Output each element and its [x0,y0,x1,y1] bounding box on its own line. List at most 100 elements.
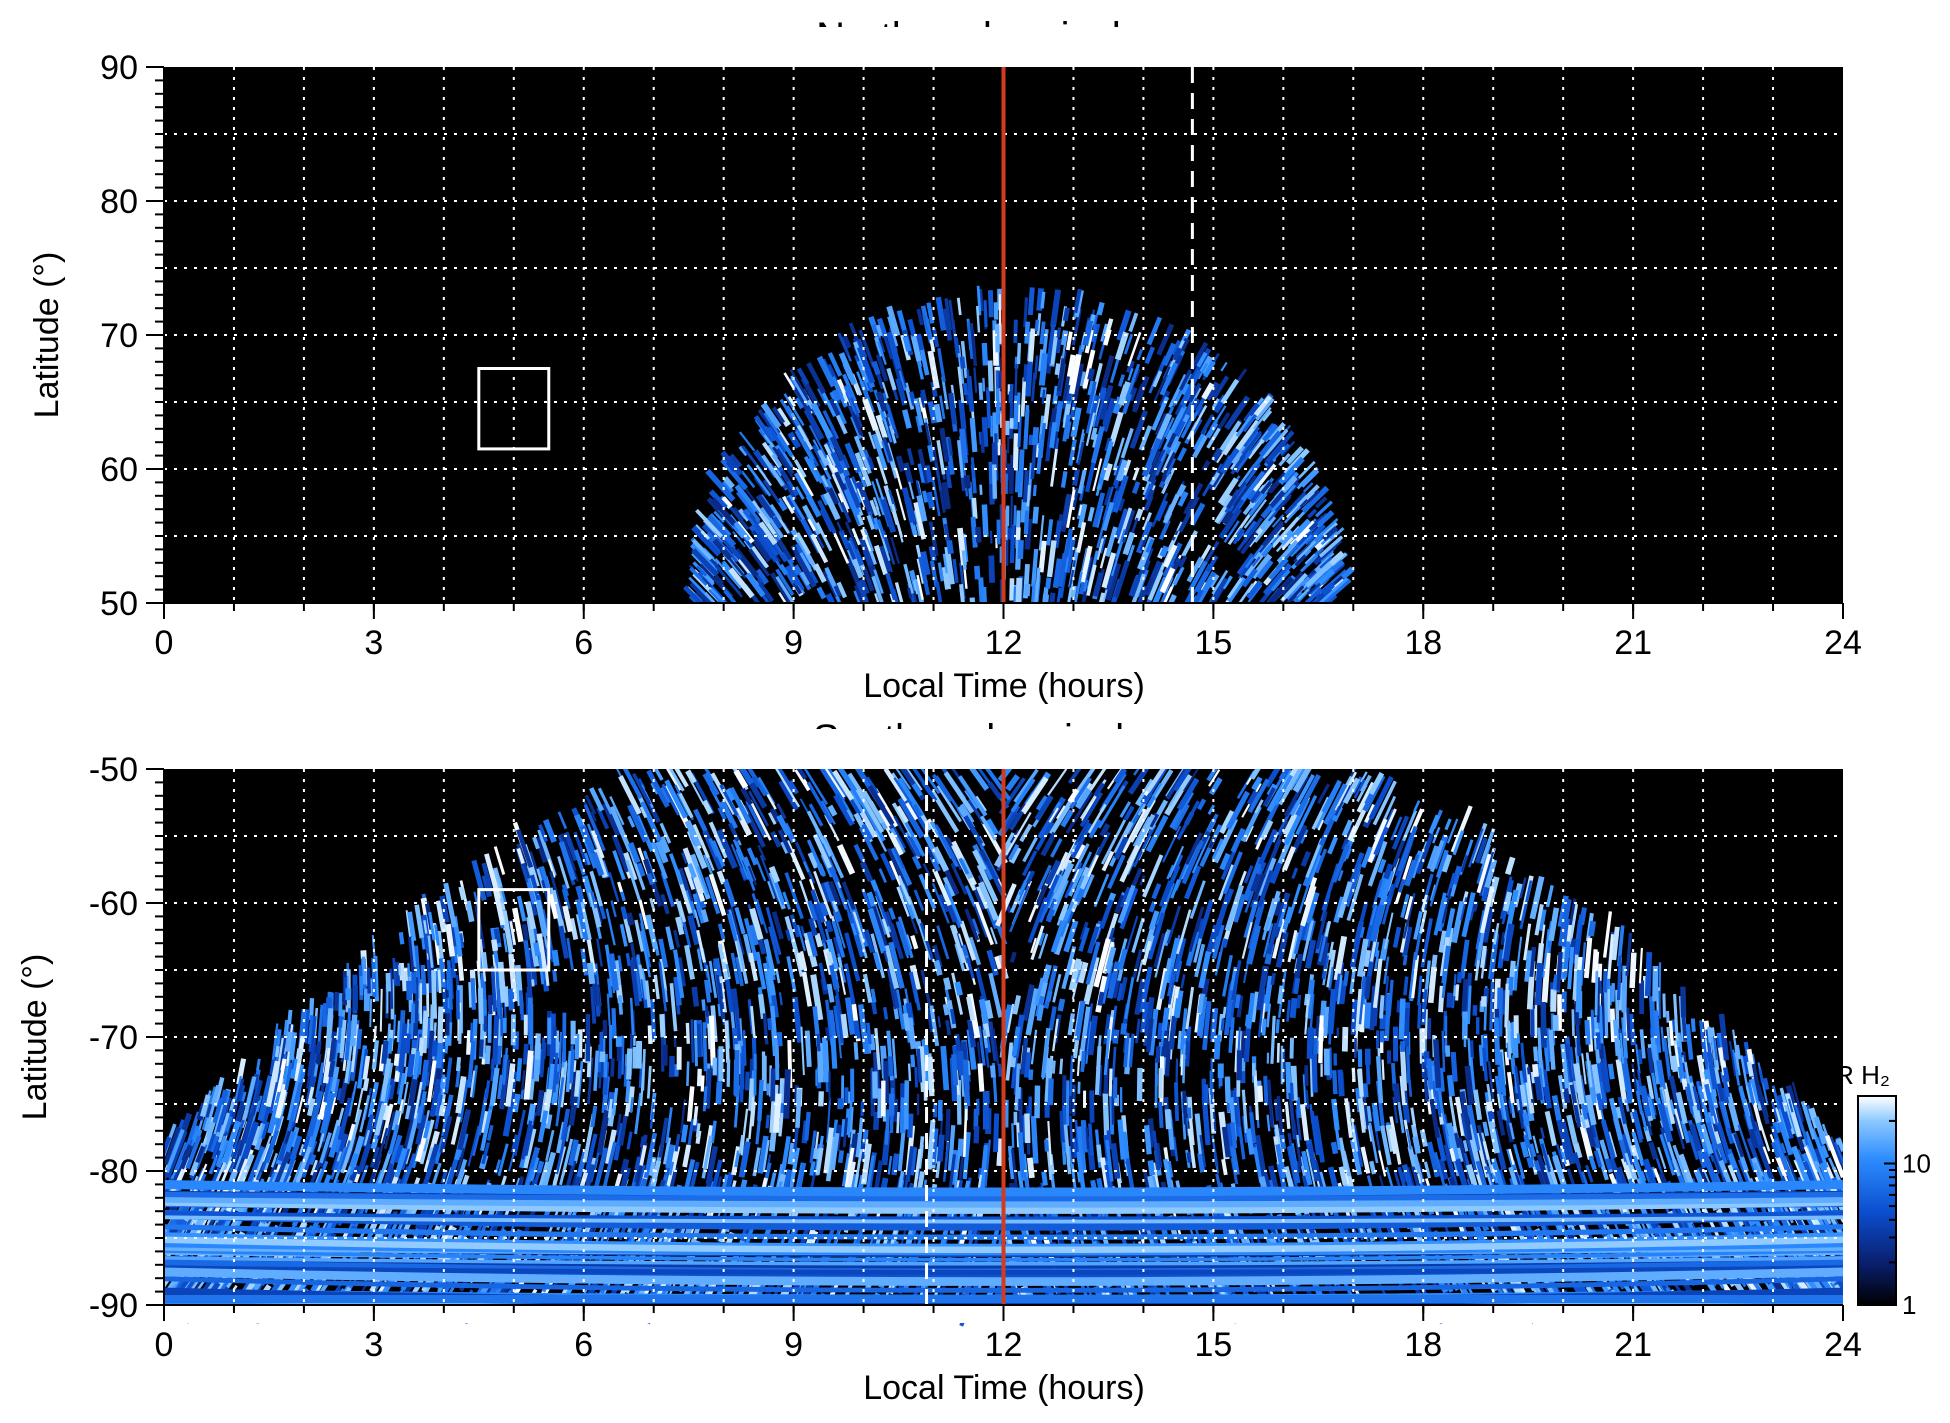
emission-streak [1129,409,1148,450]
emission-streak [1480,945,1487,969]
emission-streak [890,537,901,565]
emission-streak [907,1063,912,1082]
emission-streak [1686,1130,1699,1160]
emission-streak [1281,571,1304,596]
emission-streak [705,468,736,502]
emission-streak [1383,912,1394,950]
emission-streak [773,1093,782,1133]
emission-streak [762,479,781,504]
emission-streak [437,969,442,994]
emission-streak [1024,518,1033,550]
emission-streak [816,586,827,600]
emission-streak [1209,471,1220,486]
emission-streak [323,1075,333,1103]
emission-streak [832,389,842,402]
emission-streak [1478,1044,1486,1066]
emission-streak [860,1143,872,1185]
emission-streak [1438,930,1448,953]
emission-streak [787,395,796,407]
emission-streak [802,504,822,536]
emission-streak [1748,1078,1760,1105]
emission-streak [848,536,865,566]
emission-streak [758,521,778,546]
emission-streak [730,952,740,985]
emission-streak [1011,1123,1015,1148]
emission-streak [1197,1153,1206,1173]
emission-streak [869,1034,876,1051]
emission-streak [1659,1133,1676,1176]
emission-streak [1461,978,1468,1017]
emission-streak [940,1045,950,1091]
emission-streak [988,484,995,505]
emission-streak [871,517,881,530]
emission-streak [686,1061,690,1087]
emission-streak [1366,818,1390,864]
emission-streak [404,1119,413,1147]
emission-streak [684,944,696,980]
emission-streak [1484,1091,1491,1104]
emission-streak [1131,481,1141,495]
emission-streak [1195,899,1214,945]
emission-streak [1668,1075,1684,1124]
emission-streak [268,1158,279,1178]
emission-streak [1047,768,1068,796]
emission-streak [1076,873,1092,906]
emission-streak [1113,560,1130,599]
emission-streak [1052,801,1061,813]
emission-streak [369,1146,380,1168]
emission-streak [530,926,539,942]
southern-emission-heatmap [0,729,1950,1345]
emission-streak [466,1030,472,1055]
emission-streak [1046,324,1056,365]
emission-streak [989,415,993,437]
emission-streak [866,1022,872,1045]
x-tick-label: 9 [784,624,803,662]
emission-streak [1254,397,1275,421]
emission-streak [1309,1052,1314,1097]
emission-streak [1106,961,1121,999]
emission-streak [794,552,817,588]
emission-streak [551,949,560,967]
emission-streak [1096,538,1105,561]
emission-streak [702,575,715,588]
emission-streak [1401,926,1413,958]
emission-streak [808,424,828,459]
emission-streak [1027,287,1035,316]
emission-streak [829,391,847,425]
emission-streak [1124,1037,1132,1075]
emission-streak [1078,927,1090,952]
emission-streak [1036,313,1042,336]
emission-streak [1615,1059,1628,1104]
emission-streak [894,468,903,490]
emission-streak [922,863,931,877]
emission-streak [486,1124,494,1141]
emission-streak [1153,933,1167,969]
emission-streak [1305,531,1319,545]
emission-streak [1544,1110,1557,1147]
emission-streak [1056,327,1062,339]
emission-streak [1631,1131,1645,1167]
emission-streak [745,800,767,839]
emission-streak [1077,503,1088,529]
emission-streak [458,886,467,901]
emission-streak [1290,534,1313,558]
emission-streak [401,967,409,992]
emission-streak [691,986,700,1007]
emission-streak [819,882,832,904]
emission-streak [1159,362,1179,396]
emission-streak [1628,1013,1635,1034]
emission-streak [1017,539,1024,560]
emission-streak [1297,586,1312,601]
emission-streak [959,356,966,369]
emission-streak [867,511,876,526]
emission-streak [978,577,985,607]
emission-streak [686,1086,695,1122]
emission-streak [1466,1104,1481,1152]
emission-streak [682,1144,692,1168]
emission-streak [1179,369,1202,407]
emission-streak [1123,1032,1130,1068]
emission-streak [1277,985,1284,1005]
emission-streak [866,381,874,393]
emission-streak [720,458,749,491]
